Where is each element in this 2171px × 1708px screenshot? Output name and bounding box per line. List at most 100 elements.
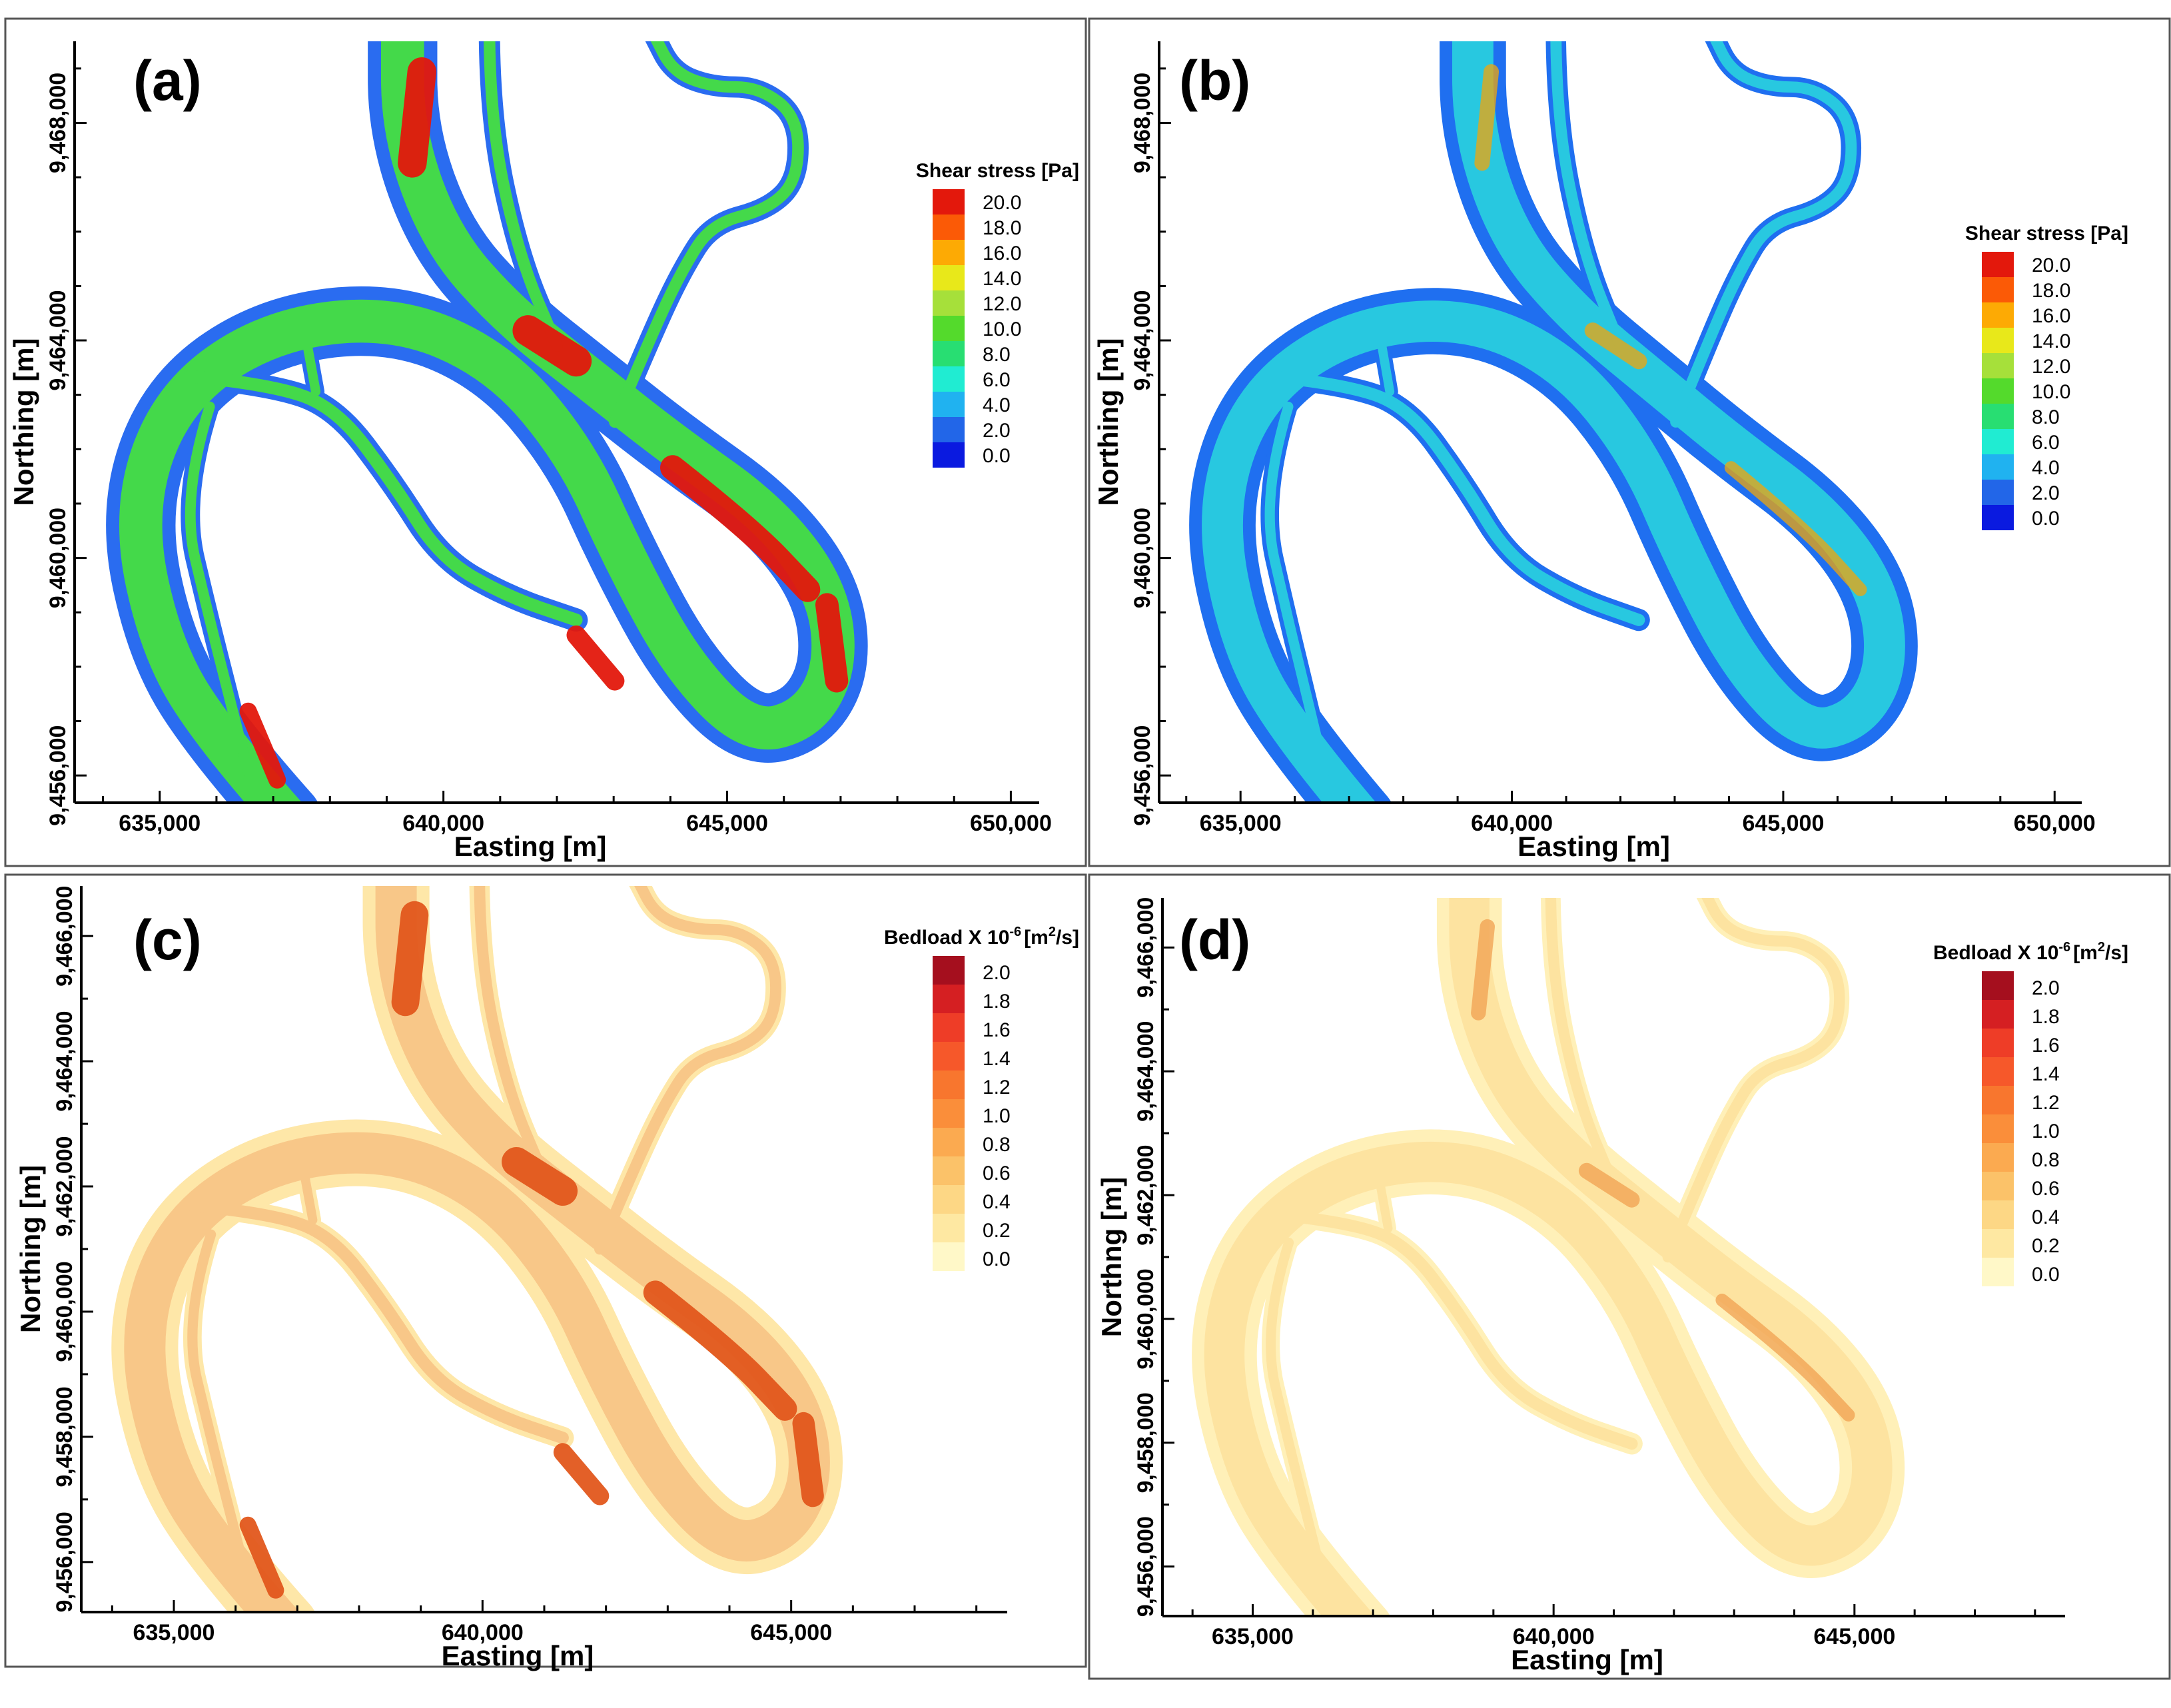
x-tick-label: 640,000 xyxy=(1513,1624,1595,1649)
y-tick-label: 9,462,000 xyxy=(52,1136,77,1236)
legend-label: 2.0 xyxy=(983,962,1011,984)
y-tick-label: 9,464,000 xyxy=(1133,1021,1158,1122)
channel-core-4 xyxy=(1266,1237,1330,1593)
legend-title: Shear stress [Pa] xyxy=(1965,222,2128,244)
legend-swatch xyxy=(933,392,965,417)
legend-swatch xyxy=(1982,505,2014,530)
channel-core-4 xyxy=(1264,402,1330,777)
legend-units-tail: /s] xyxy=(2105,942,2128,964)
legend-label: 4.0 xyxy=(2032,457,2060,479)
channel-core-5 xyxy=(1662,898,1845,1263)
legend-swatch xyxy=(933,341,965,366)
x-tick-label: 645,000 xyxy=(686,811,768,836)
y-axis-title: Northing [m] xyxy=(8,338,39,506)
legend-title: Shear stress [Pa] xyxy=(916,160,1079,182)
legend-swatch xyxy=(1982,353,2014,378)
legend-swatch xyxy=(933,442,965,468)
legend-swatch xyxy=(1982,328,2014,353)
legend-label: 12.0 xyxy=(2032,356,2070,378)
legend-title-text: Bedload X 10 xyxy=(884,927,1009,949)
legend-label: 0.0 xyxy=(983,1248,1011,1270)
legend-units: [m xyxy=(2073,942,2098,964)
panel-label: (a) xyxy=(133,49,202,112)
x-tick-label: 635,000 xyxy=(1200,811,1282,836)
x-tick-label: 645,000 xyxy=(1742,811,1824,836)
legend-label: 14.0 xyxy=(2032,330,2070,352)
hot-zone-1 xyxy=(398,57,436,178)
legend-label: 2.0 xyxy=(2032,482,2060,504)
hot-zone-1 xyxy=(391,901,429,1017)
legend-swatch xyxy=(933,240,965,265)
channel-core-6 xyxy=(298,1164,318,1225)
x-tick-label: 640,000 xyxy=(1471,811,1553,836)
legend-title: Bedload X 10-6 [m2/s] xyxy=(1933,940,2128,964)
x-tick-label: 635,000 xyxy=(133,1620,215,1645)
legend: Bedload X 10-6 [m2/s] 2.0 1.8 1.6 1.4 1.2 1.0 0.… xyxy=(884,925,1079,1271)
legend-swatch xyxy=(1982,1000,2014,1029)
channel-core-3 xyxy=(1264,1208,1638,1450)
legend-label: 0.6 xyxy=(2032,1178,2060,1200)
legend-swatch xyxy=(1982,1114,2014,1143)
channel-core-5 xyxy=(1670,41,1857,428)
legend-label: 16.0 xyxy=(2032,305,2070,327)
legend-label: 0.4 xyxy=(2032,1206,2060,1228)
legend-label: 0.0 xyxy=(2032,1264,2060,1286)
legend-swatch xyxy=(933,1013,965,1042)
x-tick-label: 650,000 xyxy=(2014,811,2096,836)
channel-core-2 xyxy=(474,886,550,1182)
legend-swatch xyxy=(1982,1086,2014,1114)
river-field xyxy=(106,41,868,803)
hot-zone-5 xyxy=(239,1516,284,1599)
legend-label: 0.0 xyxy=(983,445,1011,467)
hot-zone-4 xyxy=(792,1412,824,1507)
panel-3: 635,000 640,000 645,000 9,456,000 9,458,000 9… xyxy=(4,873,1087,1671)
river-field xyxy=(1192,898,1905,1616)
legend-swatch xyxy=(933,1242,965,1271)
legend-swatch xyxy=(933,316,965,341)
y-axis-title: Northing [m] xyxy=(15,1165,46,1333)
legend-label: 6.0 xyxy=(2032,432,2060,454)
channel-core-3 xyxy=(184,370,583,627)
y-tick-label: 9,464,000 xyxy=(52,1011,77,1111)
y-tick-label: 9,460,000 xyxy=(45,508,71,608)
y-tick-label: 9,468,000 xyxy=(1130,73,1155,173)
hot-zone-2 xyxy=(512,315,592,377)
y-tick-label: 9,468,000 xyxy=(45,73,71,173)
channel-core-6 xyxy=(1376,333,1395,396)
channel-core-3 xyxy=(186,1199,569,1444)
legend-units-exponent: 2 xyxy=(2098,940,2105,955)
legend-swatch xyxy=(1982,404,2014,429)
legend-label: 0.4 xyxy=(983,1191,1011,1213)
legend-swatch xyxy=(933,1185,965,1214)
legend-swatch xyxy=(1982,1057,2014,1086)
legend-swatch xyxy=(1982,1143,2014,1172)
legend: Bedload X 10-6 [m2/s] 2.0 1.8 1.6 1.4 1.2 1.0 0.… xyxy=(1933,940,2128,1286)
hot-zone-4 xyxy=(815,593,849,693)
legend-swatch xyxy=(1982,1172,2014,1200)
hot-zone-1 xyxy=(1474,64,1500,171)
channel-core-5 xyxy=(609,41,804,428)
y-tick-label: 9,458,000 xyxy=(1133,1392,1158,1493)
legend-label: 1.4 xyxy=(983,1048,1011,1070)
legend-units-exponent: 2 xyxy=(1049,925,1056,939)
channel-core-6 xyxy=(1374,1173,1393,1233)
legend-title-text: Bedload X 10 xyxy=(1933,942,2058,964)
hot-zone-6 xyxy=(553,1443,610,1505)
channel-core-2 xyxy=(484,41,563,352)
y-tick-label: 9,458,000 xyxy=(52,1386,77,1487)
x-tick-label: 640,000 xyxy=(402,811,484,836)
legend-label: 1.8 xyxy=(983,991,1011,1013)
legend-label: 1.6 xyxy=(983,1019,1011,1041)
legend-label: 1.6 xyxy=(2032,1035,2060,1057)
x-axis-title: Easting [m] xyxy=(1518,831,1670,862)
legend-swatch xyxy=(1982,378,2014,404)
legend-swatch xyxy=(1982,971,2014,1000)
y-tick-label: 9,462,000 xyxy=(1133,1144,1158,1245)
legend-units: [m xyxy=(1024,927,1049,949)
legend-swatch xyxy=(1982,454,2014,480)
legend-label: 10.0 xyxy=(2032,381,2070,403)
y-tick-label: 9,464,000 xyxy=(45,290,71,390)
panel-1: 635,000 640,000 645,000 650,000 9,456,000 9,4… xyxy=(4,17,1087,867)
x-tick-label: 635,000 xyxy=(119,811,201,836)
legend-swatch xyxy=(933,985,965,1013)
